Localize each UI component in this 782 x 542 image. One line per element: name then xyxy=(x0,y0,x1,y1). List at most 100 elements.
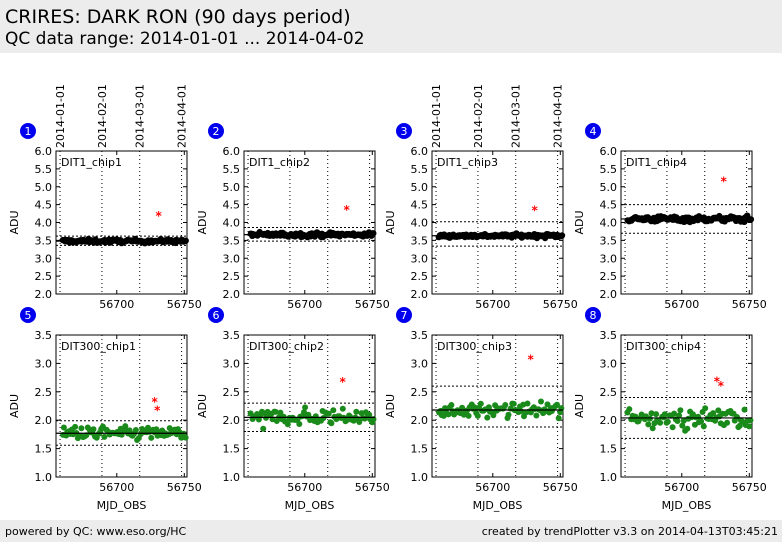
x-tick-label: 56750 xyxy=(355,298,390,311)
y-tick-label: 5.0 xyxy=(600,181,618,194)
data-point xyxy=(510,400,517,407)
y-tick-label: 1.5 xyxy=(600,443,618,456)
y-tick-label: 3.5 xyxy=(223,234,241,247)
data-point xyxy=(710,410,717,417)
outlier-point: * xyxy=(343,203,350,217)
data-point xyxy=(485,404,492,411)
data-point xyxy=(474,412,481,419)
y-tick-label: 1.5 xyxy=(35,443,53,456)
y-tick-label: 6.0 xyxy=(35,145,53,158)
y-tick-label: 2.0 xyxy=(600,414,618,427)
data-point xyxy=(626,406,633,413)
y-tick-label: 2.0 xyxy=(411,414,429,427)
data-point xyxy=(674,418,681,424)
data-point xyxy=(272,408,279,415)
y-axis-label: ADU xyxy=(573,394,586,418)
y-tick-label: 2.5 xyxy=(35,270,53,283)
y-tick-label: 4.0 xyxy=(223,217,241,230)
date-tick-label: 2014-03-01 xyxy=(510,84,523,148)
y-tick-label: 3.5 xyxy=(35,329,53,342)
data-point xyxy=(676,412,683,419)
report-footer: powered by QC: www.eso.org/HC created by… xyxy=(0,520,782,542)
date-tick-label: 2014-04-01 xyxy=(552,84,565,148)
page-subtitle: QC data range: 2014-01-01 ... 2014-04-02 xyxy=(5,29,365,49)
y-tick-label: 4.5 xyxy=(600,199,618,212)
y-axis-label: ADU xyxy=(384,394,397,418)
y-tick-label: 1.5 xyxy=(411,443,429,456)
data-point xyxy=(554,401,560,408)
outlier-point: * xyxy=(720,174,727,188)
y-tick-label: 5.0 xyxy=(223,181,241,194)
data-point xyxy=(90,426,97,433)
x-tick-label: 56750 xyxy=(355,481,390,494)
data-point xyxy=(648,410,655,417)
data-point xyxy=(182,434,189,441)
y-tick-label: 1.0 xyxy=(35,471,53,484)
panel-label: DIT1_chip1 xyxy=(61,156,122,169)
panel-label: DIT300_chip1 xyxy=(61,340,136,353)
y-tick-label: 5.0 xyxy=(411,181,429,194)
panel-number: 4 xyxy=(590,125,597,138)
data-point xyxy=(741,406,748,413)
y-tick-label: 3.0 xyxy=(411,252,429,265)
y-tick-label: 3.5 xyxy=(600,329,618,342)
panel-1: 2.0 2.5 3.0 3.5 4.0 4.5 5.0 5.5 6.0 56700 56750 ADU… xyxy=(8,84,202,311)
y-tick-label: 3.0 xyxy=(223,357,241,370)
data-point xyxy=(296,421,303,427)
y-tick-label: 2.0 xyxy=(35,288,53,301)
data-point xyxy=(715,407,722,414)
panel-number-badge xyxy=(208,123,224,139)
y-tick-label: 6.0 xyxy=(223,145,241,158)
panel-number: 2 xyxy=(213,125,220,138)
data-point xyxy=(353,408,360,415)
y-tick-label: 3.0 xyxy=(600,252,618,265)
data-point xyxy=(330,407,337,414)
panel-7: 1.0 1.5 2.0 2.5 3.0 3.5 56700 56750 ADU MJD_OBS DI… xyxy=(384,307,578,512)
y-tick-label: 4.5 xyxy=(35,199,53,212)
date-tick-label: 2014-01-01 xyxy=(430,84,443,148)
data-point xyxy=(484,414,491,421)
panel-number-badge xyxy=(20,123,36,139)
y-tick-label: 4.5 xyxy=(223,199,241,212)
x-tick-label: 56750 xyxy=(167,298,202,311)
y-tick-label: 5.5 xyxy=(35,163,53,176)
data-point xyxy=(445,411,452,418)
data-point xyxy=(459,404,466,411)
y-tick-label: 3.5 xyxy=(600,234,618,247)
data-point xyxy=(680,417,687,424)
panel-number: 3 xyxy=(401,125,408,138)
y-tick-label: 2.5 xyxy=(411,386,429,399)
data-point xyxy=(646,415,653,422)
y-axis-label: ADU xyxy=(8,394,21,418)
page-title: CRIRES: DARK RON (90 days period) xyxy=(5,6,351,28)
y-tick-label: 5.5 xyxy=(411,163,429,176)
panel-label: DIT300_chip3 xyxy=(437,340,512,353)
panel-number: 1 xyxy=(25,125,32,138)
data-point xyxy=(78,425,85,432)
data-point xyxy=(328,420,335,427)
y-tick-label: 6.0 xyxy=(600,145,618,158)
y-tick-label: 3.0 xyxy=(411,357,429,370)
y-tick-label: 1.0 xyxy=(411,471,429,484)
x-tick-label: 56750 xyxy=(167,481,202,494)
data-point xyxy=(448,402,455,408)
y-axis-label: ADU xyxy=(384,210,397,234)
y-tick-label: 3.5 xyxy=(35,234,53,247)
plot-frame xyxy=(431,150,564,295)
data-point xyxy=(280,413,287,420)
y-axis-label: ADU xyxy=(196,394,209,418)
data-point xyxy=(657,419,664,426)
data-point xyxy=(747,417,754,424)
data-point xyxy=(490,412,497,419)
y-tick-label: 1.0 xyxy=(223,471,241,484)
data-point xyxy=(320,415,327,421)
y-tick-label: 2.0 xyxy=(223,414,241,427)
data-point xyxy=(702,405,709,412)
panel-label: DIT1_chip3 xyxy=(437,156,498,169)
panel-6: 1.0 1.5 2.0 2.5 3.0 3.5 56700 56750 ADU MJD_OBS DI… xyxy=(196,307,390,512)
y-tick-label: 5.0 xyxy=(35,181,53,194)
data-point xyxy=(698,418,705,425)
data-point xyxy=(301,409,307,416)
date-tick-label: 2014-04-01 xyxy=(176,84,189,148)
data-point xyxy=(645,421,652,428)
